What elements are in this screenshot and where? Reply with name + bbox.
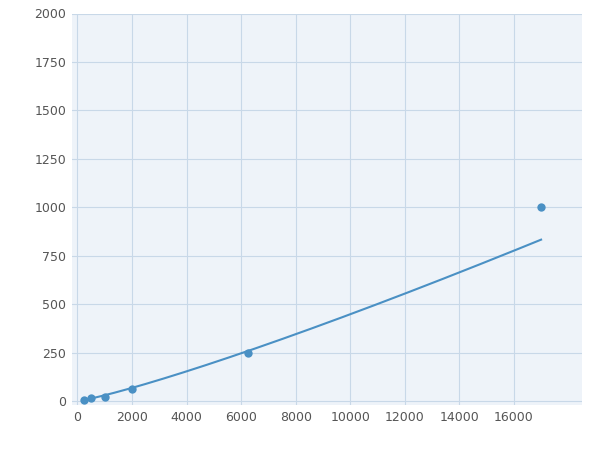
Point bbox=[243, 349, 253, 356]
Point bbox=[79, 396, 89, 403]
Point bbox=[536, 204, 546, 211]
Point bbox=[86, 395, 96, 402]
Point bbox=[127, 385, 137, 392]
Point bbox=[100, 394, 110, 401]
